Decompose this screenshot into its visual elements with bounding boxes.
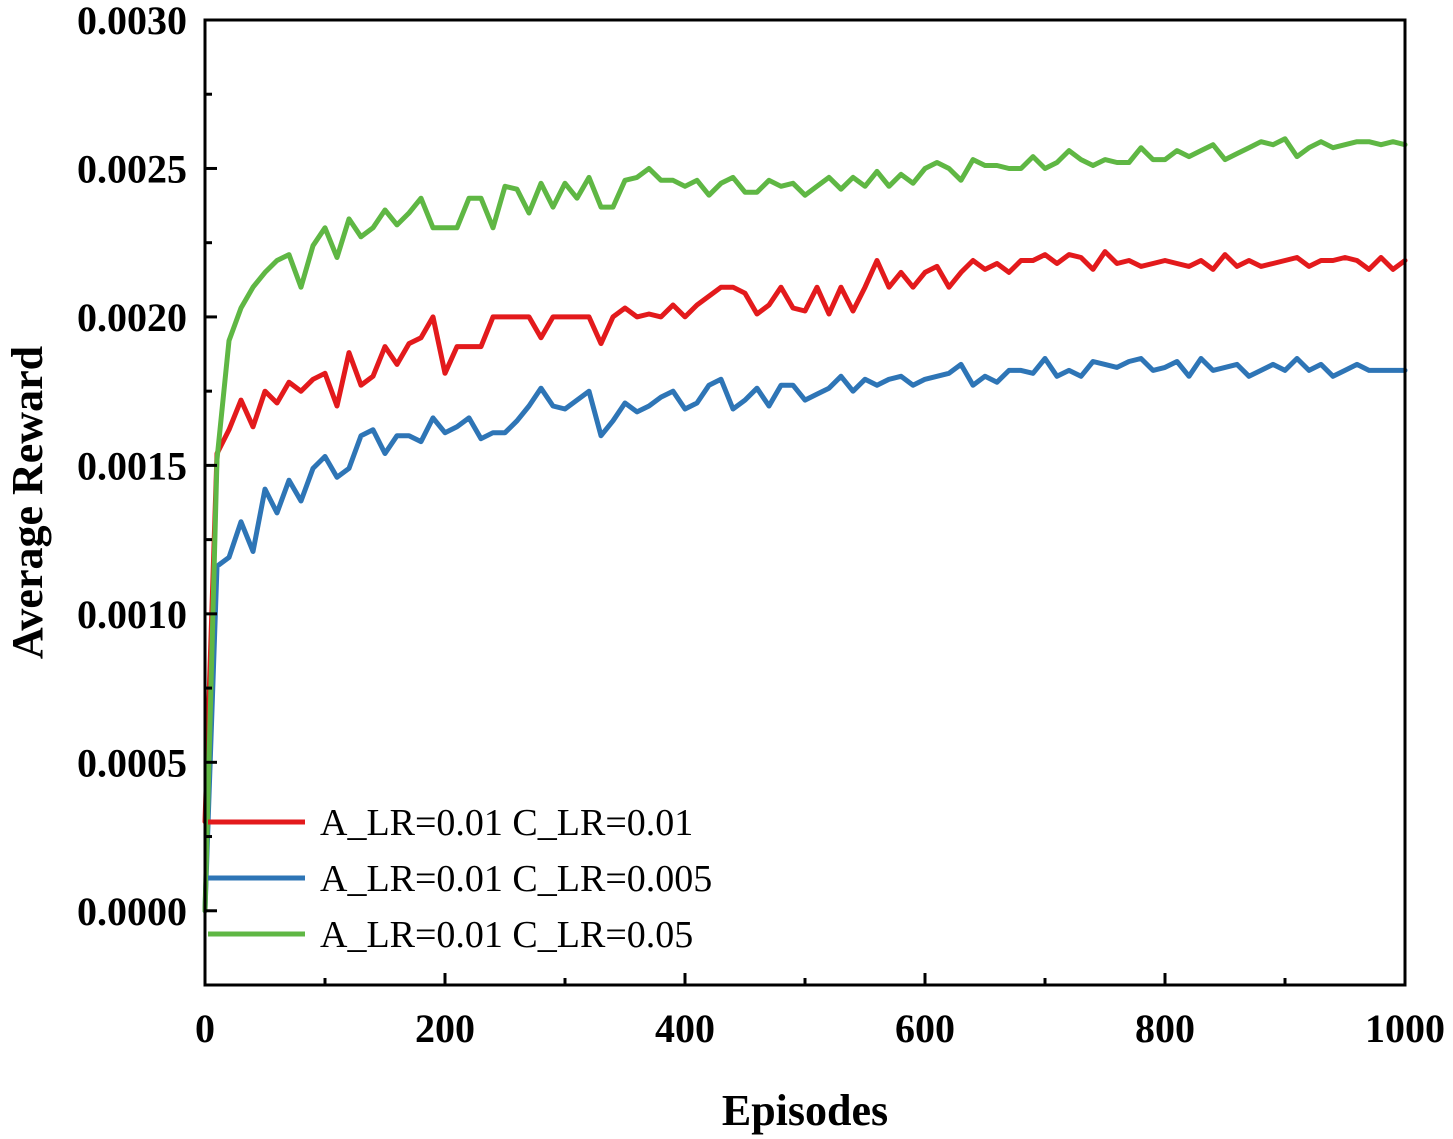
y-tick-label: 0.0015 xyxy=(77,443,187,488)
legend: A_LR=0.01 C_LR=0.01 A_LR=0.01 C_LR=0.005 A… xyxy=(208,802,712,956)
y-tick-label: 0.0000 xyxy=(77,889,187,934)
x-tick-label: 0 xyxy=(195,1006,215,1051)
legend-label: A_LR=0.01 C_LR=0.05 xyxy=(320,914,693,956)
x-tick-label: 200 xyxy=(415,1006,475,1051)
series-line-2 xyxy=(202,356,1408,914)
x-tick-label: 400 xyxy=(655,1006,715,1051)
x-axis: 0 200 400 600 800 1000 xyxy=(195,973,1445,1051)
x-tick-label: 600 xyxy=(895,1006,955,1051)
y-axis-title: Average Reward xyxy=(3,346,52,659)
x-tick-label: 800 xyxy=(1135,1006,1195,1051)
x-axis-title: Episodes xyxy=(722,1086,888,1135)
y-tick-label: 0.0025 xyxy=(77,146,187,191)
series-lines xyxy=(202,136,1408,914)
y-axis: 0.0000 0.0005 0.0010 0.0015 0.0020 0.0025 0.00… xyxy=(77,0,217,934)
series-line-1 xyxy=(202,249,1408,825)
x-tick-label: 1000 xyxy=(1365,1006,1445,1051)
legend-label: A_LR=0.01 C_LR=0.01 xyxy=(320,802,693,844)
y-tick-label: 0.0030 xyxy=(77,0,187,43)
y-tick-label: 0.0005 xyxy=(77,740,187,785)
y-tick-label: 0.0020 xyxy=(77,295,187,340)
legend-label: A_LR=0.01 C_LR=0.005 xyxy=(320,858,712,900)
y-tick-label: 0.0010 xyxy=(77,592,187,637)
series-line-3 xyxy=(202,136,1408,914)
